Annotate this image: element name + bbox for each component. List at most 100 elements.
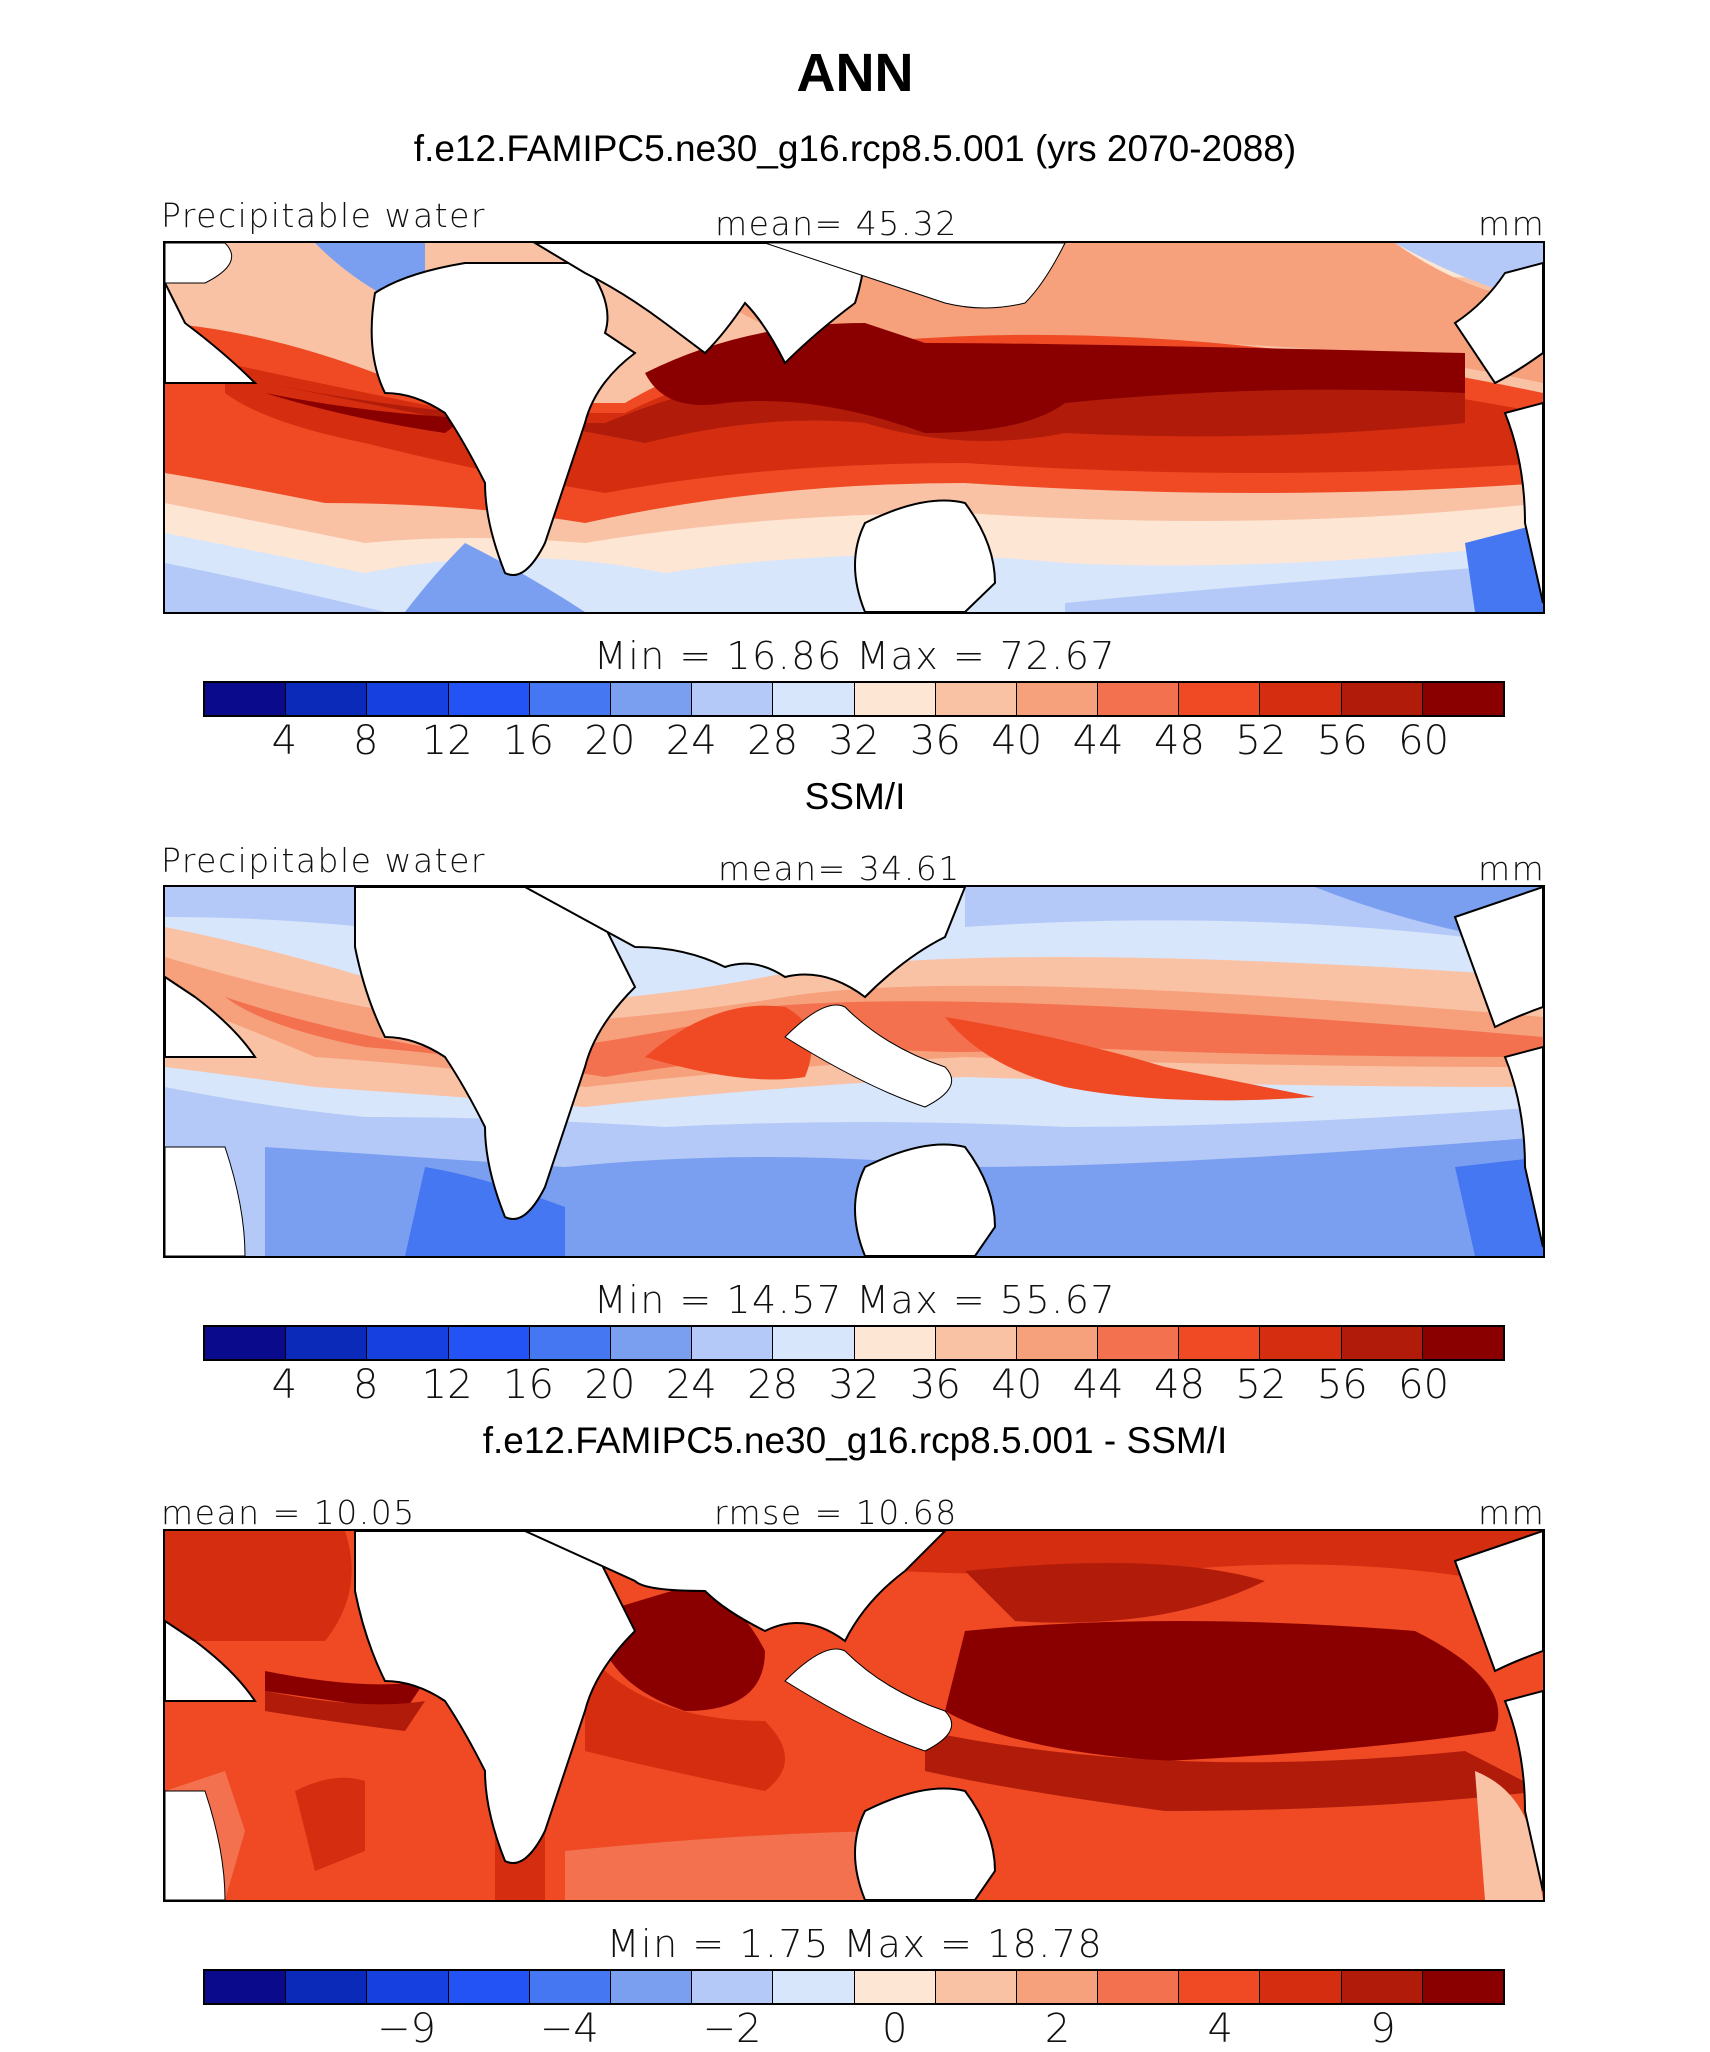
- panel-model-colorbar: [203, 681, 1505, 717]
- panel-diff-mean-label: mean = 10.05: [161, 1493, 416, 1532]
- colorbar-swatch: [610, 683, 693, 715]
- colorbar-tick-label: 8: [353, 1362, 379, 1408]
- colorbar-tick-label: 9: [1370, 2006, 1396, 2052]
- panel-obs-colorbar: [203, 1325, 1505, 1361]
- colorbar-swatch: [1016, 1971, 1099, 2003]
- colorbar-swatch: [367, 1327, 449, 1359]
- colorbar-swatch: [854, 1327, 936, 1359]
- colorbar-swatch: [448, 1971, 530, 2003]
- panel-obs-variable-label: Precipitable water: [161, 841, 486, 880]
- colorbar-tick-label: 28: [747, 1362, 799, 1408]
- colorbar-tick-label: 36: [909, 718, 961, 764]
- colorbar-tick-label: 56: [1316, 718, 1368, 764]
- colorbar-tick-label: −2: [702, 2006, 762, 2052]
- colorbar-swatch: [1341, 1327, 1423, 1359]
- colorbar-swatch: [205, 1327, 287, 1359]
- panel-diff-minmax-label: Min = 1.75 Max = 18.78: [606, 1922, 1104, 1966]
- panel-obs-units-label: mm: [1478, 849, 1546, 888]
- panel-model-mean-label: mean= 45.32: [715, 204, 958, 243]
- figure-title: ANN: [796, 43, 914, 103]
- colorbar-tick-label: 56: [1316, 1362, 1368, 1408]
- colorbar-swatch: [854, 1971, 936, 2003]
- colorbar-swatch: [448, 1327, 530, 1359]
- colorbar-swatch: [692, 1971, 774, 2003]
- colorbar-swatch: [448, 683, 530, 715]
- panel-diff-map: [163, 1529, 1545, 1902]
- colorbar-swatch: [935, 683, 1017, 715]
- colorbar-swatch: [286, 1327, 368, 1359]
- colorbar-tick-label: 48: [1154, 718, 1205, 764]
- colorbar-tick-label: 4: [271, 1362, 298, 1408]
- panel-model-map: [163, 241, 1545, 614]
- colorbar-tick-label: 12: [421, 1362, 473, 1408]
- colorbar-swatch: [1260, 683, 1342, 715]
- panel-obs-mean-label: mean= 34.61: [718, 849, 961, 888]
- colorbar-tick-label: 16: [503, 718, 554, 764]
- colorbar-swatch: [286, 683, 368, 715]
- colorbar-swatch: [610, 1327, 693, 1359]
- colorbar-swatch: [1098, 683, 1180, 715]
- colorbar-swatch: [529, 683, 611, 715]
- colorbar-swatch: [854, 683, 936, 715]
- colorbar-tick-label: 44: [1072, 718, 1124, 764]
- colorbar-tick-label: 40: [991, 718, 1043, 764]
- panel-obs-minmax-label: Min = 14.57 Max = 55.67: [593, 1278, 1117, 1322]
- panel-model-minmax-label: Min = 16.86 Max = 72.67: [593, 634, 1117, 678]
- colorbar-swatch: [1179, 1327, 1261, 1359]
- colorbar-swatch: [1422, 1971, 1503, 2003]
- colorbar-tick-label: 16: [503, 1362, 554, 1408]
- colorbar-swatch: [1341, 683, 1423, 715]
- colorbar-swatch: [1016, 683, 1099, 715]
- colorbar-swatch: [1016, 1327, 1099, 1359]
- colorbar-swatch: [1260, 1971, 1342, 2003]
- colorbar-tick-label: 2: [1044, 2006, 1071, 2052]
- colorbar-tick-label: −9: [376, 2006, 436, 2052]
- colorbar-swatch: [205, 683, 287, 715]
- colorbar-swatch: [286, 1971, 368, 2003]
- colorbar-tick-label: 20: [584, 718, 636, 764]
- colorbar-tick-label: 24: [665, 1362, 717, 1408]
- colorbar-swatch: [1422, 683, 1503, 715]
- colorbar-tick-label: 24: [665, 718, 717, 764]
- colorbar-swatch: [773, 683, 855, 715]
- colorbar-tick-label: 52: [1235, 718, 1287, 764]
- panel-diff-colorbar-ticks: −9 −4 −2 0 2 4 9: [203, 2006, 1505, 2052]
- colorbar-swatch: [367, 683, 449, 715]
- colorbar-swatch: [205, 1971, 287, 2003]
- colorbar-swatch: [1179, 1971, 1261, 2003]
- colorbar-tick-label: 32: [828, 1362, 880, 1408]
- panel-diff-subtitle: f.e12.FAMIPC5.ne30_g16.rcp8.5.001 - SSM/…: [482, 1420, 1228, 1461]
- colorbar-swatch: [1341, 1971, 1423, 2003]
- colorbar-swatch: [935, 1327, 1017, 1359]
- panel-obs-map: [163, 885, 1545, 1258]
- colorbar-tick-label: −4: [539, 2006, 599, 2052]
- panel-model-units-label: mm: [1478, 204, 1546, 243]
- colorbar-swatch: [935, 1971, 1017, 2003]
- colorbar-swatch: [610, 1971, 693, 2003]
- colorbar-swatch: [692, 1327, 774, 1359]
- colorbar-tick-label: 28: [747, 718, 799, 764]
- colorbar-swatch: [529, 1327, 611, 1359]
- colorbar-tick-label: 44: [1072, 1362, 1124, 1408]
- panel-obs-subtitle: SSM/I: [804, 776, 906, 817]
- colorbar-tick-label: 52: [1235, 1362, 1287, 1408]
- panel-diff-units-label: mm: [1478, 1493, 1546, 1532]
- colorbar-swatch: [773, 1327, 855, 1359]
- colorbar-swatch: [1422, 1327, 1503, 1359]
- colorbar-tick-label: 60: [1398, 718, 1450, 764]
- colorbar-swatch: [1179, 683, 1261, 715]
- colorbar-tick-label: 8: [353, 718, 379, 764]
- colorbar-tick-label: 40: [991, 1362, 1043, 1408]
- colorbar-swatch: [773, 1971, 855, 2003]
- colorbar-tick-label: 12: [421, 718, 473, 764]
- panel-diff-colorbar: [203, 1969, 1505, 2005]
- colorbar-tick-label: 36: [909, 1362, 961, 1408]
- panel-diff-rmse-label: rmse = 10.68: [714, 1493, 958, 1532]
- colorbar-swatch: [367, 1971, 449, 2003]
- colorbar-tick-label: 60: [1398, 1362, 1450, 1408]
- colorbar-swatch: [1260, 1327, 1342, 1359]
- panel-model-variable-label: Precipitable water: [161, 196, 486, 235]
- panel-model-subtitle: f.e12.FAMIPC5.ne30_g16.rcp8.5.001 (yrs 2…: [413, 128, 1297, 169]
- panel-obs-colorbar-ticks: 4 8 12 16 20 24 28 32 36 40 44 48 52 56 60: [203, 1362, 1505, 1408]
- colorbar-swatch: [1098, 1327, 1180, 1359]
